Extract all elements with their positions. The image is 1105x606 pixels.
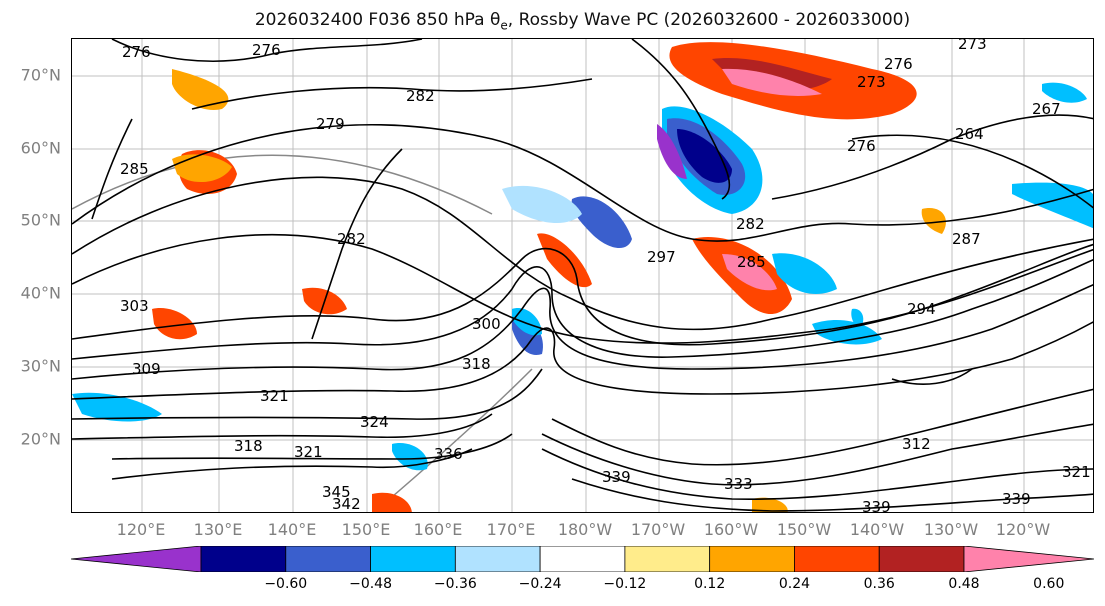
map-canvas: 276 276 273 279 282 285 282 276 267 264 …	[72, 39, 1093, 513]
colorbar-segment	[794, 546, 880, 572]
svg-text:287: 287	[952, 230, 981, 248]
svg-text:276: 276	[847, 137, 876, 155]
svg-text:276: 276	[252, 41, 281, 59]
svg-text:279: 279	[316, 115, 345, 133]
svg-text:282: 282	[736, 215, 765, 233]
svg-text:267: 267	[1032, 100, 1061, 118]
colorbar-tick-label: 0.36	[863, 576, 895, 592]
colorbar-tick-label: 0.60	[1033, 576, 1065, 592]
svg-text:264: 264	[955, 125, 984, 143]
svg-text:303: 303	[120, 297, 149, 315]
domain-circles	[72, 154, 533, 512]
svg-text:273: 273	[958, 39, 987, 53]
svg-text:282: 282	[337, 230, 366, 248]
svg-text:297: 297	[647, 248, 676, 266]
lat-label-70n: 70°N	[20, 65, 61, 85]
colorbar-tick-label: 0.24	[778, 576, 811, 592]
colorbar-segment	[963, 546, 1094, 572]
lat-label-50n: 50°N	[20, 210, 61, 230]
colorbar-segment	[200, 546, 287, 572]
lon-label-160w: 160°W	[703, 520, 759, 539]
colorbar-tick-label: 0.12	[694, 576, 726, 592]
colorbar-tick-label: −0.60	[264, 576, 308, 592]
svg-text:333: 333	[724, 475, 753, 493]
svg-text:321: 321	[294, 443, 323, 461]
lon-label-130e: 130°E	[193, 520, 243, 539]
colorbar	[71, 546, 1094, 572]
svg-text:339: 339	[862, 498, 891, 513]
lon-label-180w: 180°W	[557, 520, 613, 539]
colorbar-tick-label: 0.48	[948, 576, 980, 592]
svg-text:342: 342	[332, 495, 361, 513]
svg-text:312: 312	[902, 435, 931, 453]
svg-text:285: 285	[737, 253, 766, 271]
svg-text:273: 273	[857, 73, 886, 91]
colorbar-tick-label: −0.24	[518, 576, 562, 592]
anomaly-shading	[72, 42, 1093, 512]
lon-label-140e: 140°E	[267, 520, 317, 539]
colorbar-tick-label: −0.48	[349, 576, 392, 592]
svg-text:285: 285	[120, 160, 149, 178]
colorbar-segment	[285, 546, 371, 572]
colorbar-segment	[539, 546, 626, 572]
lon-label-170w: 170°W	[630, 520, 686, 539]
map-panel: 276 276 273 279 282 285 282 276 267 264 …	[71, 38, 1094, 513]
svg-text:300: 300	[472, 315, 501, 333]
svg-text:318: 318	[462, 355, 491, 373]
svg-text:318: 318	[234, 437, 263, 455]
map-title: 2026032400 F036 850 hPa θe, Rossby Wave …	[254, 10, 911, 33]
lon-label-150w: 150°W	[776, 520, 832, 539]
svg-text:321: 321	[260, 387, 289, 405]
svg-text:321: 321	[1062, 463, 1091, 481]
svg-text:276: 276	[884, 55, 913, 73]
lat-label-20n: 20°N	[20, 429, 61, 449]
svg-text:339: 339	[1002, 490, 1031, 508]
lon-label-150e: 150°E	[341, 520, 391, 539]
svg-text:282: 282	[406, 87, 435, 105]
svg-text:336: 336	[434, 445, 463, 463]
lat-label-30n: 30°N	[20, 356, 61, 376]
lat-label-40n: 40°N	[20, 283, 61, 303]
lon-label-120w: 120°W	[995, 520, 1051, 539]
lon-label-130w: 130°W	[923, 520, 979, 539]
colorbar-segment	[370, 546, 456, 572]
svg-text:276: 276	[122, 43, 151, 61]
lon-label-120e: 120°E	[116, 520, 166, 539]
colorbar-segment	[71, 546, 202, 572]
contour-labels: 276 276 273 279 282 285 282 276 267 264 …	[120, 39, 1091, 513]
colorbar-segment	[454, 546, 541, 572]
svg-text:345: 345	[322, 483, 351, 501]
svg-text:324: 324	[360, 413, 389, 431]
colorbar-segment	[878, 546, 965, 572]
colorbar-segment	[624, 546, 711, 572]
theta-e-contours	[72, 39, 1093, 512]
colorbar-tick-label: −0.12	[603, 576, 647, 592]
colorbar-tick-label: −0.36	[433, 576, 477, 592]
svg-text:339: 339	[602, 468, 631, 486]
lon-label-140w: 140°W	[849, 520, 905, 539]
lat-label-60n: 60°N	[20, 138, 61, 158]
svg-text:294: 294	[907, 300, 936, 318]
lon-label-170e: 170°E	[486, 520, 536, 539]
lon-label-160e: 160°E	[413, 520, 463, 539]
colorbar-segment	[709, 546, 795, 572]
svg-text:309: 309	[132, 360, 161, 378]
